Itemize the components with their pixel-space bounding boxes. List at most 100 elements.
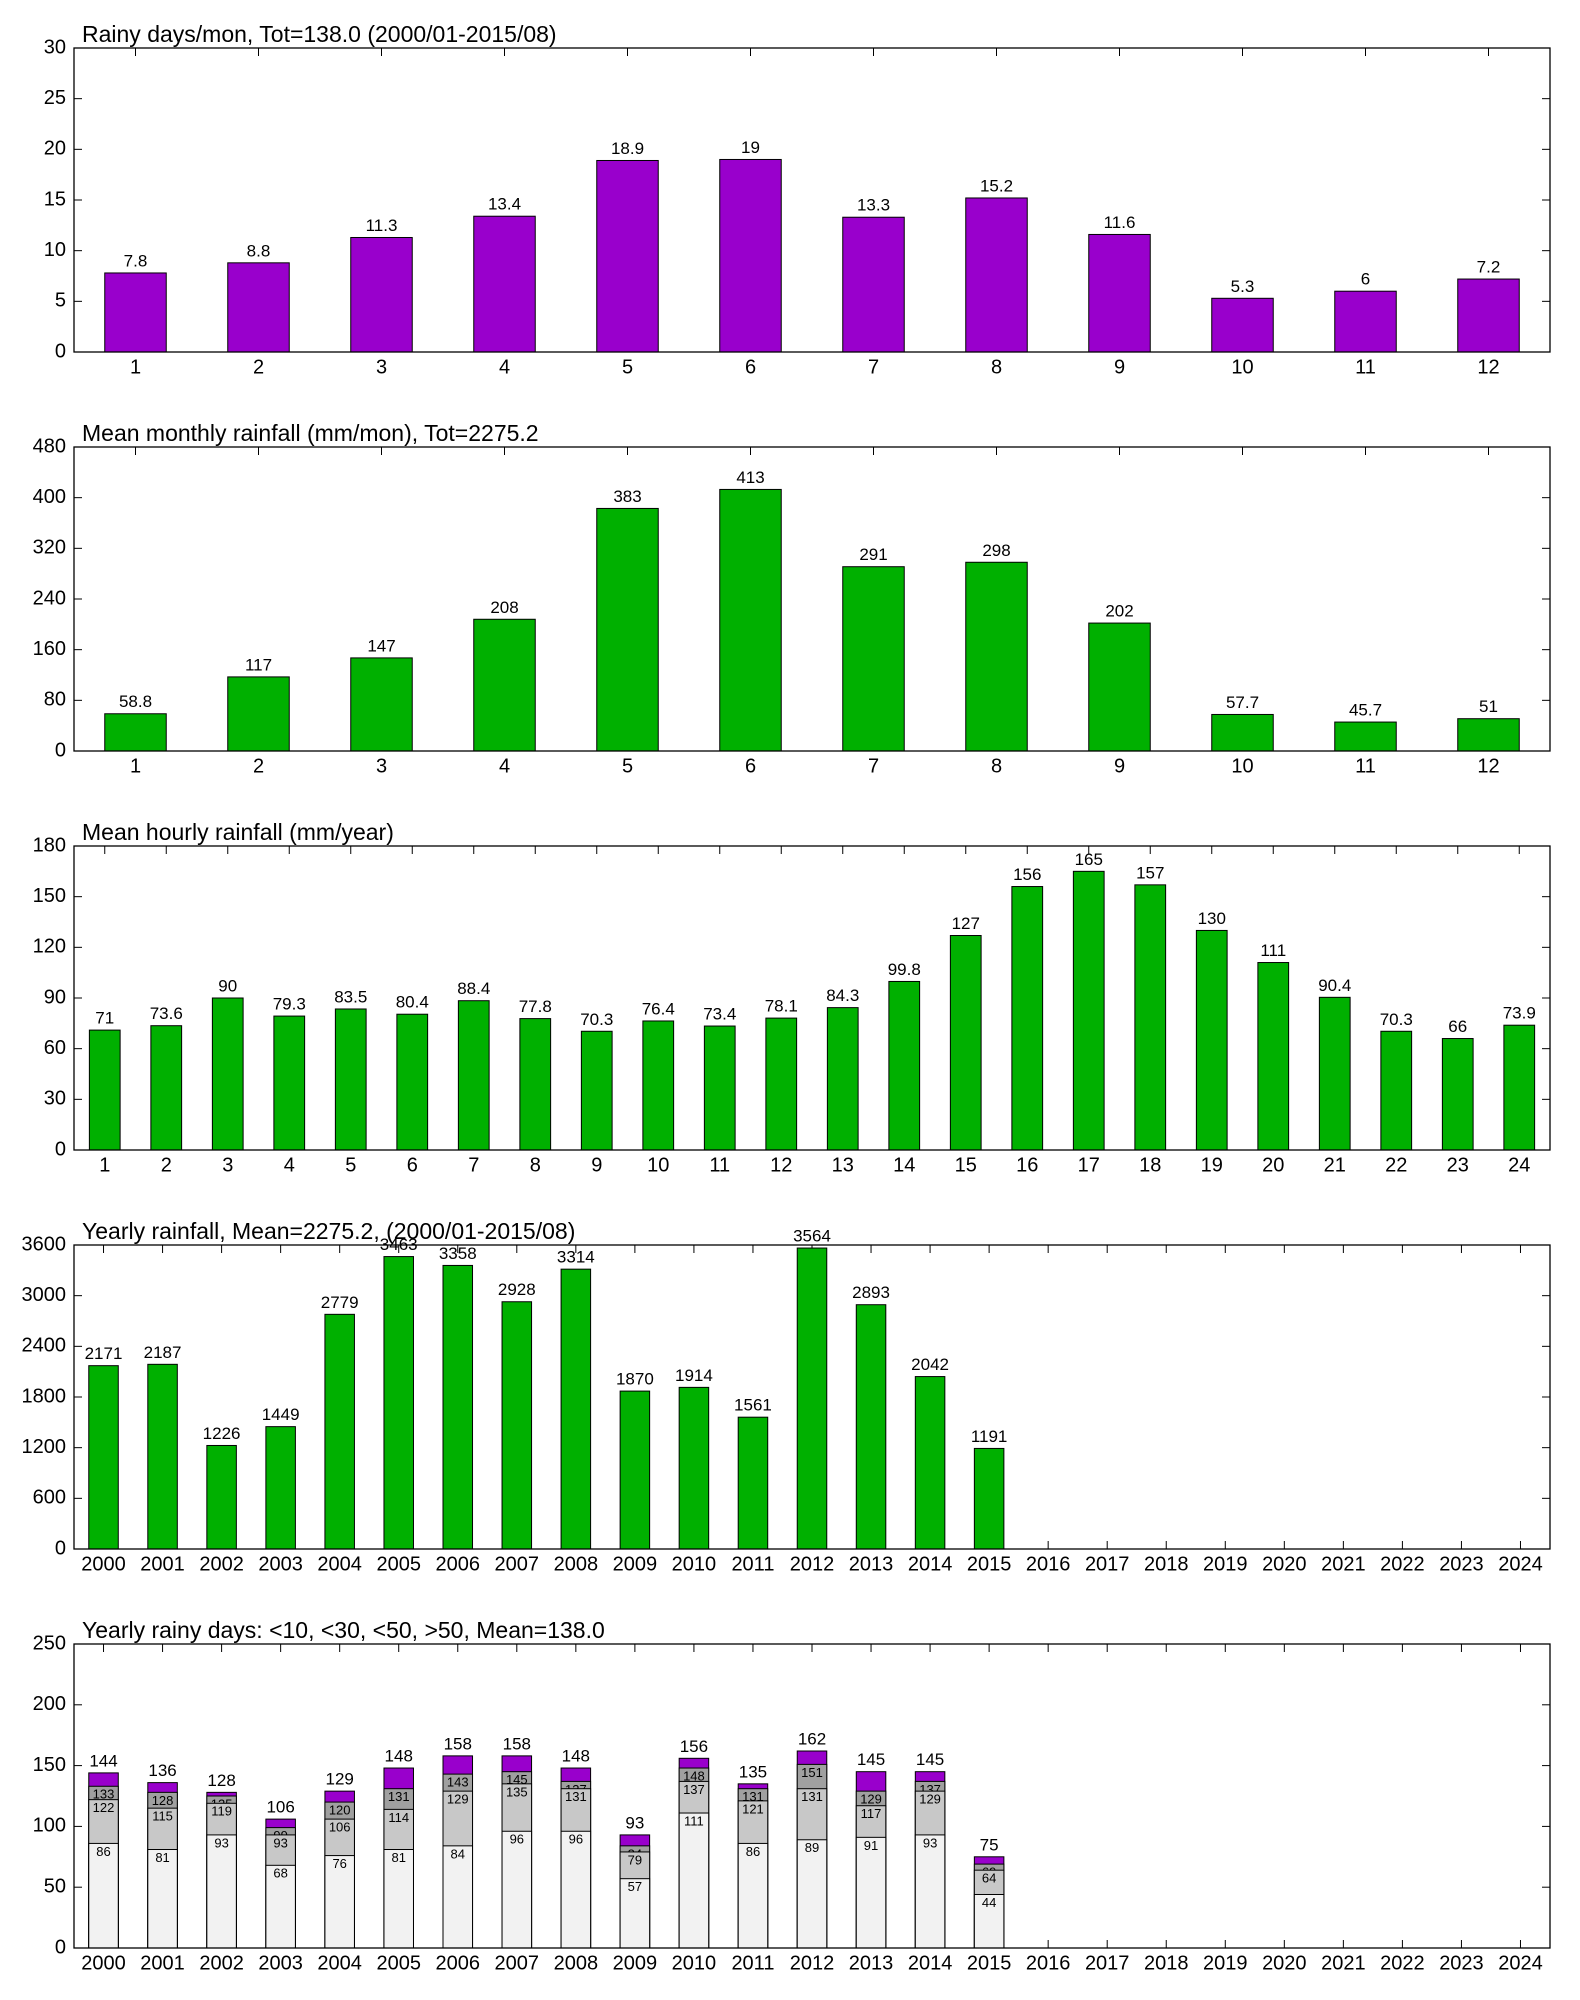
value-label: 88.4: [457, 979, 490, 998]
bar: [1088, 233, 1151, 353]
bar: [396, 1013, 429, 1151]
value-label: 86: [746, 1844, 760, 1859]
x-tick-label: 6: [745, 356, 756, 378]
x-tick-label: 2007: [495, 1952, 540, 1974]
value-label: 131: [801, 1789, 823, 1804]
value-label: 127: [952, 914, 980, 933]
value-label: 19: [741, 138, 760, 157]
plot-frame: [73, 845, 1551, 1151]
x-tick-label: 9: [1114, 356, 1125, 378]
value-label: 57: [628, 1879, 642, 1894]
bar: [560, 1830, 592, 1949]
x-tick-label: 19: [1201, 1154, 1223, 1176]
x-tick-label: 1: [130, 356, 141, 378]
x-tick-label: 2011: [731, 1952, 774, 1974]
x-tick-label: 9: [1114, 755, 1125, 777]
x-tick-label: 8: [991, 356, 1002, 378]
plot-frame: [73, 1643, 1551, 1949]
bar: [473, 215, 536, 353]
bar: [719, 488, 782, 752]
value-label: 129: [919, 1792, 941, 1807]
y-tick-label: 20: [44, 138, 66, 160]
value-label: 117: [861, 1806, 882, 1821]
y-tick-label: 25: [44, 87, 66, 109]
x-tick-label: 1: [130, 755, 141, 777]
x-tick-label: 2023: [1439, 1952, 1484, 1974]
value-label: 57.7: [1226, 693, 1259, 712]
value-label: 122: [93, 1800, 115, 1815]
y-tick-label: 320: [33, 537, 66, 559]
bar: [1334, 290, 1397, 353]
value-label: 114: [388, 1810, 409, 1825]
y-tick-label: 240: [33, 587, 66, 609]
value-label: 13.4: [488, 195, 521, 214]
value-label: 137: [683, 1782, 705, 1797]
value-label: 143: [447, 1775, 469, 1790]
bar: [1211, 297, 1274, 353]
chart-title: Yearly rainy days: <10, <30, <50, >50, M…: [82, 1617, 605, 1643]
value-label: 298: [982, 541, 1010, 560]
bar: [334, 1008, 367, 1151]
x-tick-label: 7: [868, 755, 879, 777]
value-label: 1914: [675, 1366, 713, 1385]
value-label: 96: [569, 1832, 583, 1847]
value-label: 6: [1361, 270, 1370, 289]
value-label: 93: [625, 1813, 644, 1832]
bar: [206, 1834, 237, 1949]
bar: [973, 1893, 1005, 1949]
x-tick-label: 2018: [1144, 1553, 1189, 1575]
value-label: 81: [391, 1850, 405, 1865]
value-label: 383: [613, 487, 641, 506]
y-tick-label: 0: [55, 340, 66, 362]
value-label: 1191: [971, 1427, 1008, 1446]
bar: [265, 1864, 296, 1949]
value-label: 18.9: [611, 139, 644, 158]
bar: [265, 1426, 296, 1550]
value-label: 76.4: [642, 999, 675, 1018]
value-label: 148: [562, 1747, 590, 1766]
bar: [324, 1855, 355, 1949]
value-label: 93: [273, 1835, 287, 1850]
bar: [1195, 929, 1228, 1151]
value-label: 84.3: [826, 986, 859, 1005]
x-tick-label: 12: [770, 1154, 792, 1176]
x-tick-label: 16: [1016, 1154, 1038, 1176]
bar: [88, 1365, 119, 1550]
x-tick-label: 12: [1477, 755, 1499, 777]
bar: [914, 1834, 946, 1949]
y-tick-label: 1800: [22, 1385, 67, 1407]
x-tick-label: 2014: [908, 1553, 953, 1575]
bar: [842, 566, 905, 752]
x-tick-label: 2010: [672, 1553, 717, 1575]
value-label: 73.4: [703, 1005, 736, 1024]
plot-frame: [73, 47, 1551, 353]
value-label: 119: [211, 1804, 232, 1819]
value-label: 11.6: [1104, 213, 1136, 232]
x-tick-label: 2: [253, 755, 264, 777]
x-tick-label: 2013: [849, 1553, 894, 1575]
value-label: 130: [1198, 909, 1226, 928]
y-tick-label: 600: [33, 1487, 66, 1509]
value-label: 2171: [85, 1344, 123, 1363]
value-label: 93: [923, 1835, 937, 1850]
x-tick-label: 2003: [258, 1553, 303, 1575]
bar: [147, 1363, 178, 1550]
value-label: 145: [857, 1750, 885, 1769]
value-label: 73.9: [1503, 1004, 1536, 1023]
x-tick-label: 5: [345, 1154, 356, 1176]
bar: [88, 1842, 119, 1949]
x-tick-label: 5: [622, 356, 633, 378]
x-tick-label: 2005: [376, 1553, 421, 1575]
y-tick-label: 120: [33, 936, 66, 958]
bar: [1503, 1024, 1536, 1151]
x-tick-label: 2023: [1439, 1553, 1484, 1575]
value-label: 2042: [911, 1355, 949, 1374]
x-tick-label: 2019: [1203, 1553, 1248, 1575]
x-tick-label: 7: [868, 356, 879, 378]
bar: [227, 262, 290, 353]
value-label: 1561: [734, 1396, 772, 1415]
value-label: 158: [503, 1734, 531, 1753]
x-tick-label: 2022: [1380, 1952, 1425, 1974]
y-tick-label: 3000: [22, 1284, 67, 1306]
x-tick-label: 2013: [849, 1952, 894, 1974]
